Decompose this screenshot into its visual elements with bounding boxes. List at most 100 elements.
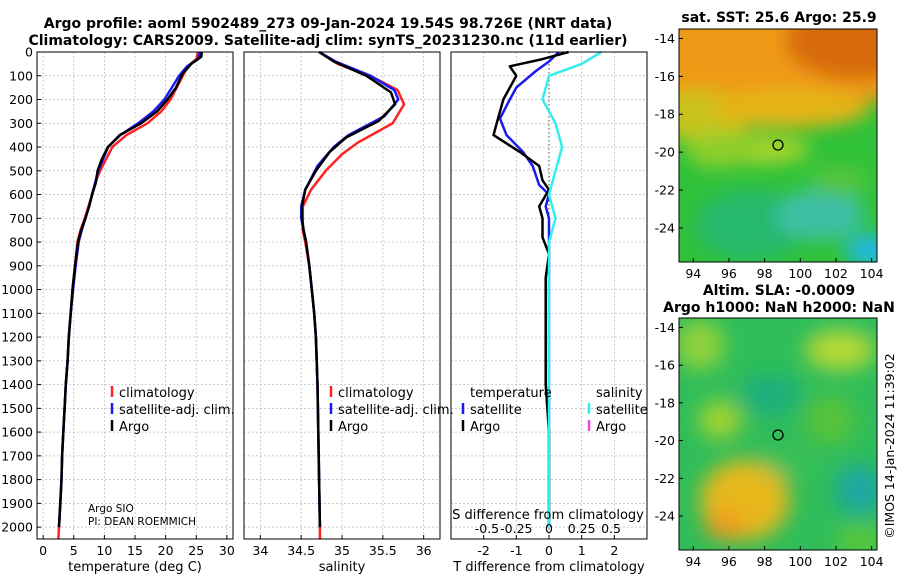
title-line1: Argo profile: aoml 5902489_273 09-Jan-20… [44, 16, 613, 32]
legend-temperature-title: temperature [470, 386, 552, 401]
map-y-tick-label: -16 [655, 69, 675, 84]
y-tick-label: 300 [9, 116, 33, 131]
x-tick-label: 36 [416, 543, 432, 558]
s-tick-label: 0.5 [601, 521, 621, 536]
y-tick-label: 1700 [1, 448, 33, 463]
y-tick-label: 1800 [1, 472, 33, 487]
series-line-climatology [57, 51, 200, 540]
s-tick-label: 0 [545, 521, 553, 536]
map-x-tick-label: 96 [721, 554, 737, 569]
x-tick-label: 15 [127, 543, 143, 558]
legend-argo: Argo [119, 420, 149, 435]
x-tick-label: 35.5 [369, 543, 397, 558]
y-tick-label: 1000 [1, 282, 33, 297]
x-tick-label: 20 [158, 543, 174, 558]
diff-legend: temperature satellite Argo salinity sate… [461, 386, 648, 435]
sal-xlabel: salinity [319, 560, 366, 575]
y-tick-label: 1200 [1, 330, 33, 345]
temp-xlabel: temperature (deg C) [68, 560, 202, 575]
y-tick-label: 1500 [1, 401, 33, 416]
temperature-panel: 0 5 10 15 20 25 30 0 100 200 300 400 500 600 700 800 90… [1, 45, 235, 576]
y-tick-label: 900 [9, 258, 33, 273]
y-tick-label: 2000 [1, 520, 33, 535]
map-x-tick-label: 96 [721, 266, 737, 281]
x-tick-label: -1 [510, 543, 522, 558]
t-diff-xlabel: T difference from climatology [452, 560, 645, 575]
y-tick-label: 1100 [1, 306, 33, 321]
x-tick-label: 30 [219, 543, 235, 558]
x-tick-label: 35 [334, 543, 350, 558]
imos-timestamp: ©IMOS 14-Jan-2024 11:39:02 [882, 353, 897, 539]
title-line2: Climatology: CARS2009. Satellite-adj cli… [28, 33, 627, 49]
sla-map: Altim. SLA: -0.0009 Argo h1000: NaN h200… [655, 283, 895, 569]
s-tick-label: -0.25 [500, 521, 532, 536]
temp-legend: climatology satellite-adj. clim. Argo [110, 386, 235, 435]
y-tick-label: 0 [25, 45, 33, 60]
legend-argo: Argo [338, 420, 368, 435]
map-y-tick-label: -24 [655, 220, 675, 235]
map-x-tick-label: 98 [757, 266, 773, 281]
x-tick-label: 25 [188, 543, 204, 558]
map-x-tick-label: 104 [860, 266, 884, 281]
y-tick-label: 1400 [1, 377, 33, 392]
legend-salinity-title: salinity [596, 386, 643, 401]
map-x-tick-label: 100 [788, 266, 812, 281]
series-line-temperature-argo [492, 50, 569, 528]
s-tick-label: -0.5 [475, 521, 499, 536]
float-marker [772, 429, 784, 441]
x-tick-label: 34.5 [287, 543, 315, 558]
x-tick-label: 2 [610, 543, 618, 558]
s-tick-label: 0.25 [568, 521, 596, 536]
x-tick-label: -2 [477, 543, 489, 558]
y-tick-label: 1300 [1, 353, 33, 368]
series-line-argo [300, 50, 397, 528]
map-x-tick-label: 94 [685, 554, 701, 569]
sst-map: sat. SST: 25.6 Argo: 25.9 - [655, 10, 884, 281]
sla-map-title1: Altim. SLA: -0.0009 [703, 283, 855, 299]
x-tick-label: 34 [252, 543, 268, 558]
legend-climatology: climatology [119, 386, 195, 401]
map-y-tick-label: -20 [655, 433, 675, 448]
salinity-panel: 34 34.5 35 35.5 36 salinity climatology sate… [243, 50, 454, 575]
map-y-tick-label: -22 [655, 183, 675, 198]
x-tick-label: 10 [96, 543, 112, 558]
map-y-tick-label: -22 [655, 471, 675, 486]
map-y-tick-label: -18 [655, 107, 675, 122]
y-tick-label: 800 [9, 235, 33, 250]
sst-field [679, 29, 877, 262]
legend-t-satellite: satellite [470, 403, 522, 418]
map-x-tick-label: 98 [757, 554, 773, 569]
x-tick-label: 0 [39, 543, 47, 558]
x-tick-label: 0 [545, 543, 553, 558]
map-y-tick-label: -14 [655, 31, 675, 46]
sla-map-title2: Argo h1000: NaN h2000: NaN [663, 300, 895, 316]
sst-map-title: sat. SST: 25.6 Argo: 25.9 [681, 10, 876, 26]
legend-satellite: satellite-adj. clim. [119, 403, 235, 418]
sla-field [679, 318, 877, 550]
map-x-tick-label: 100 [788, 554, 812, 569]
y-tick-label: 1900 [1, 496, 33, 511]
y-tick-label: 600 [9, 187, 33, 202]
legend-s-argo: Argo [596, 420, 626, 435]
y-tick-label: 100 [9, 68, 33, 83]
x-tick-label: 1 [578, 543, 586, 558]
y-tick-label: 700 [9, 211, 33, 226]
note-pi: PI: DEAN ROEMMICH [88, 516, 196, 528]
map-x-tick-label: 104 [860, 554, 884, 569]
y-tick-label: 500 [9, 163, 33, 178]
map-y-tick-label: -14 [655, 320, 675, 335]
note-argo-sio: Argo SIO [88, 503, 134, 515]
difference-panel: -2 -1 0 1 2 -0.5 -0.25 0 0.25 0.5 S difference f… [450, 50, 648, 575]
y-tick-label: 1600 [1, 425, 33, 440]
float-marker [772, 139, 784, 151]
s-diff-label: S difference from climatology [452, 508, 644, 523]
sal-legend: climatology satellite-adj. clim. Argo [329, 386, 454, 435]
map-y-tick-label: -16 [655, 358, 675, 373]
legend-climatology: climatology [338, 386, 414, 401]
map-y-tick-label: -18 [655, 395, 675, 410]
map-x-tick-label: 102 [824, 554, 848, 569]
series-line-argo [57, 51, 204, 528]
map-y-tick-label: -20 [655, 145, 675, 160]
x-tick-label: 5 [70, 543, 78, 558]
